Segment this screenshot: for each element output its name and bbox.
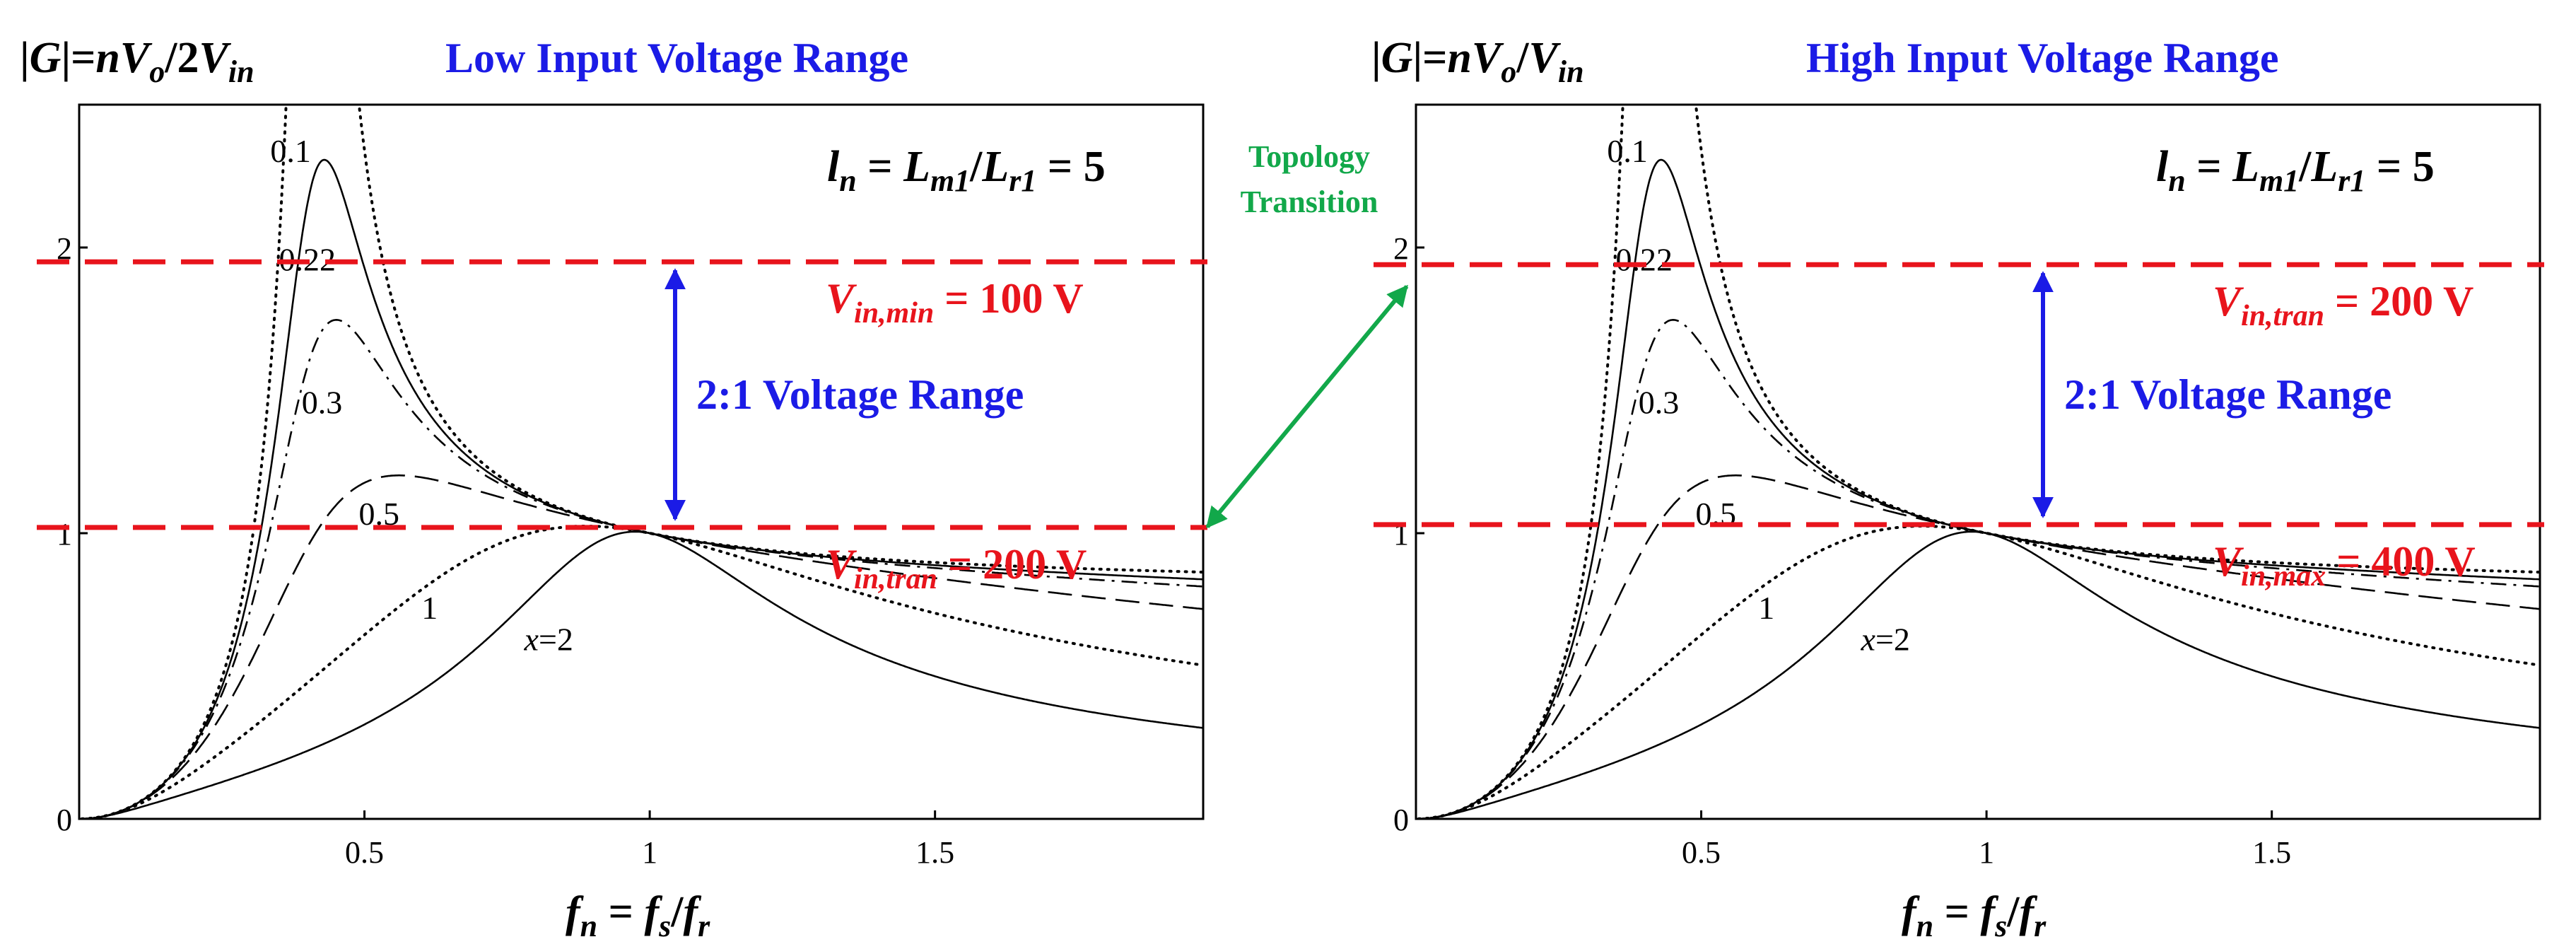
curves-left [81,105,1203,819]
curve-x=1 [81,525,1203,819]
curve-x=0.22 [82,158,1203,819]
voltage-label: Vin,max = 400 V [2213,538,2476,593]
x-tick-label: 0.5 [345,835,384,870]
y-tick-label: 2 [57,231,72,266]
voltage-levels-right: Vin,tran = 200 V Vin,max = 400 V 2:1 Volta… [1374,262,2544,593]
curves-right [1417,105,2540,819]
curve-x=0.1 [81,105,1203,819]
transition-arrow [1205,284,1409,529]
curve-label: x=2 [1861,622,1910,658]
curve-labels-left: 0.10.220.30.51x=2 [270,133,573,658]
y-tick-label: 2 [1393,231,1409,266]
curve-x=0.22 [1419,158,2540,819]
y-tick-label: 1 [57,517,72,552]
y-tick-label: 0 [1393,803,1409,837]
curve-label: 0.22 [1615,241,1673,277]
y-tick-label: 0 [57,803,72,837]
curve-x=2 [82,530,1203,819]
chart-right: |G|=nVo/Vin High Input Voltage Range 0.5… [1371,34,2544,943]
voltage-label: Vin,tran = 200 V [2213,278,2473,332]
topology-transition: Topology Transition [1205,139,1409,529]
plot-frame-right [1415,103,2541,820]
xlabel-right: fn = fs/fr [1902,888,2047,943]
curve-x=2 [1419,530,2540,819]
transition-label-line2: Transition [1241,185,1378,219]
x-tick-label: 1.5 [915,835,954,870]
axis-ticks-right: 0.5 1 1.5 0 1 2 [1393,231,2291,870]
curve-label: x=2 [524,622,573,658]
x-tick-label: 1.5 [2252,835,2291,870]
ylabel-left: |G|=nVo/2Vin [20,34,254,89]
curve-label: 0.3 [1639,384,1680,420]
range-label: 2:1 Voltage Range [696,371,1024,418]
curve-label: 0.1 [270,133,311,169]
curve-x=1 [1417,525,2540,819]
curve-label: 0.1 [1607,133,1648,169]
voltage-label: Vin,min = 100 V [826,275,1084,330]
ln-label-right: ln = Lm1/Lr1 = 5 [2156,143,2435,198]
chart-left: |G|=nVo/2Vin Low Input Voltage Range 0.5… [20,34,1207,943]
ylabel-right: |G|=nVo/Vin [1371,34,1584,89]
x-tick-label: 1 [642,835,657,870]
y-tick-label: 1 [1393,517,1409,552]
x-tick-label: 0.5 [1682,835,1721,870]
ln-label-left: ln = Lm1/Lr1 = 5 [827,143,1106,198]
title-left: Low Input Voltage Range [445,35,908,81]
transition-label-line1: Topology [1248,139,1370,174]
curve-label: 0.3 [302,384,343,420]
curve-labels-right: 0.10.220.30.51x=2 [1607,133,1910,658]
curve-x=0.5 [1419,474,2540,819]
voltage-levels-left: Vin,min = 100 V Vin,tran = 200 V 2:1 Volta… [37,259,1207,595]
curve-x=0.5 [82,474,1203,819]
curve-label: 1 [1758,590,1774,626]
axis-ticks-left: 0.5 1 1.5 0 1 2 [57,231,954,870]
range-label: 2:1 Voltage Range [2064,371,2391,418]
title-right: High Input Voltage Range [1806,35,2279,81]
voltage-label: Vin,tran = 200 V [826,541,1087,595]
plot-frame-left [78,103,1205,820]
x-tick-label: 1 [1979,835,1994,870]
curve-label: 1 [421,590,438,626]
xlabel-left: fn = fs/fr [566,888,710,943]
